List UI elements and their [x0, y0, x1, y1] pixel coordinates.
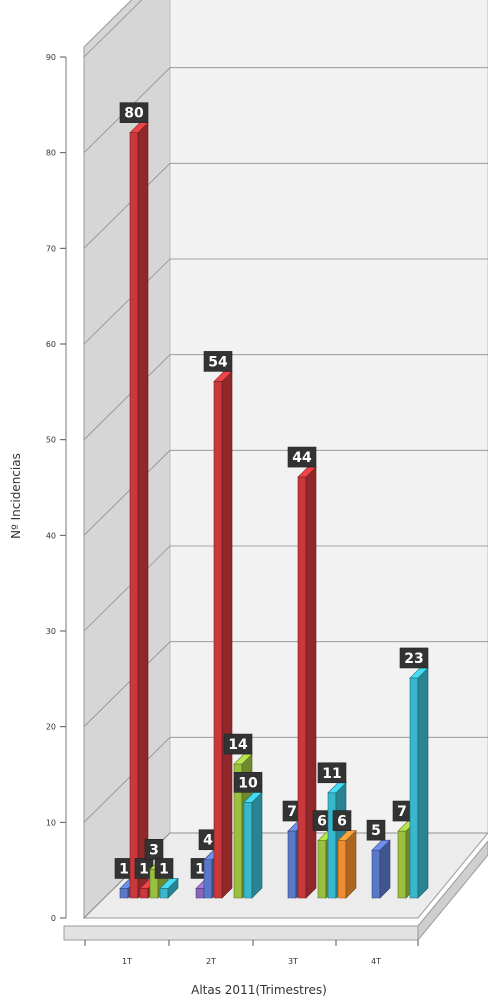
y-tick-label: 40	[46, 531, 56, 540]
bar-side	[417, 667, 429, 899]
svg-text:1: 1	[119, 861, 129, 877]
bar-front	[203, 859, 213, 899]
svg-text:4: 4	[203, 833, 213, 849]
bar-side	[251, 791, 263, 899]
bar-front	[297, 476, 307, 899]
y-tick-label: 90	[46, 53, 56, 62]
data-label: 6	[332, 810, 352, 831]
bar-front	[337, 840, 347, 899]
svg-text:1: 1	[195, 861, 205, 877]
data-label: 1	[154, 858, 174, 879]
bar-top	[337, 830, 357, 841]
svg-text:1: 1	[159, 861, 169, 877]
gridline-side	[83, 163, 171, 249]
data-label: 23	[399, 647, 429, 669]
data-label: 80	[119, 102, 149, 123]
gridline-side	[83, 0, 143, 58]
y-tick-label: 30	[46, 627, 56, 636]
data-label: 3	[144, 838, 164, 860]
gridline-side	[83, 258, 171, 345]
bar-side	[345, 829, 357, 899]
svg-text:10: 10	[238, 775, 258, 791]
svg-text:3: 3	[149, 842, 159, 858]
x-tick-label: 2T	[206, 957, 216, 966]
bar-front	[327, 792, 337, 899]
bar-2T-teal: 10	[233, 772, 263, 899]
bar-top	[371, 839, 391, 851]
svg-text:23: 23	[404, 651, 423, 667]
gridline-side	[83, 641, 171, 727]
bar-front	[397, 830, 407, 899]
x-axis-label: Altas 2011(Trimestres)	[191, 983, 327, 997]
svg-text:7: 7	[397, 804, 407, 820]
data-label: 10	[233, 772, 263, 793]
gridline-side	[83, 450, 171, 536]
bar-front	[195, 888, 205, 899]
bar-1T-teal: 1	[154, 858, 179, 899]
bar-4T-teal: 23	[399, 647, 429, 899]
y-tick-label: 70	[46, 244, 56, 253]
svg-text:5: 5	[371, 823, 381, 839]
x-tick-label: 3T	[288, 957, 298, 966]
bar-side	[221, 370, 233, 899]
x-tick-label: 4T	[371, 957, 381, 966]
floor-side-edge	[417, 840, 488, 942]
y-axis-ticks: 0 10 20 30 40 50 60 70 80 90	[46, 53, 67, 923]
y-tick-label: 0	[51, 914, 56, 923]
bar-front	[287, 830, 297, 899]
bar-front	[243, 802, 253, 899]
bar-3T-red: 44	[287, 446, 317, 899]
svg-text:54: 54	[208, 354, 228, 370]
bar-front	[317, 840, 327, 899]
bar-front	[129, 132, 139, 899]
data-label: 14	[223, 733, 253, 755]
bar-1T-red: 80	[119, 102, 149, 899]
bar-2T-red: 54	[203, 351, 233, 899]
y-tick-label: 10	[46, 818, 56, 827]
y-axis-label: Nº Incidencias	[9, 453, 23, 539]
bar-front	[371, 849, 381, 899]
bar-3T-orange: 6	[332, 810, 357, 899]
bar-4T-blue: 5	[366, 819, 391, 899]
svg-text:44: 44	[292, 450, 312, 466]
data-label: 44	[287, 446, 317, 468]
bar-front	[119, 888, 129, 899]
data-label: 7	[392, 800, 412, 822]
y-tick-label: 60	[46, 340, 56, 349]
floor-front-edge	[63, 925, 419, 941]
y-tick-label: 50	[46, 436, 56, 445]
svg-text:6: 6	[337, 814, 347, 830]
data-label: 54	[203, 351, 233, 372]
bar-side	[137, 121, 149, 899]
bar-front	[409, 677, 419, 899]
y-tick-label: 80	[46, 149, 56, 158]
svg-text:14: 14	[228, 737, 248, 753]
data-label: 5	[366, 819, 386, 841]
bar-front	[159, 888, 169, 899]
x-tick-label: 1T	[122, 957, 132, 966]
y-tick-label: 20	[46, 723, 56, 732]
bar-side	[305, 466, 317, 899]
svg-text:80: 80	[124, 106, 144, 122]
svg-text:6: 6	[317, 814, 327, 830]
svg-text:11: 11	[322, 766, 341, 782]
bar-front	[139, 888, 149, 899]
bar-front	[213, 381, 223, 899]
bar-top	[159, 878, 179, 889]
data-label: 11	[317, 762, 347, 784]
gridline-side	[83, 545, 171, 632]
svg-text:1: 1	[139, 861, 149, 877]
back-wall	[169, 0, 488, 834]
gridline-side	[83, 354, 171, 440]
x-axis-ticks: 1T 2T 3T 4T	[84, 940, 419, 966]
gridline-side	[83, 737, 171, 823]
svg-text:7: 7	[287, 804, 297, 820]
